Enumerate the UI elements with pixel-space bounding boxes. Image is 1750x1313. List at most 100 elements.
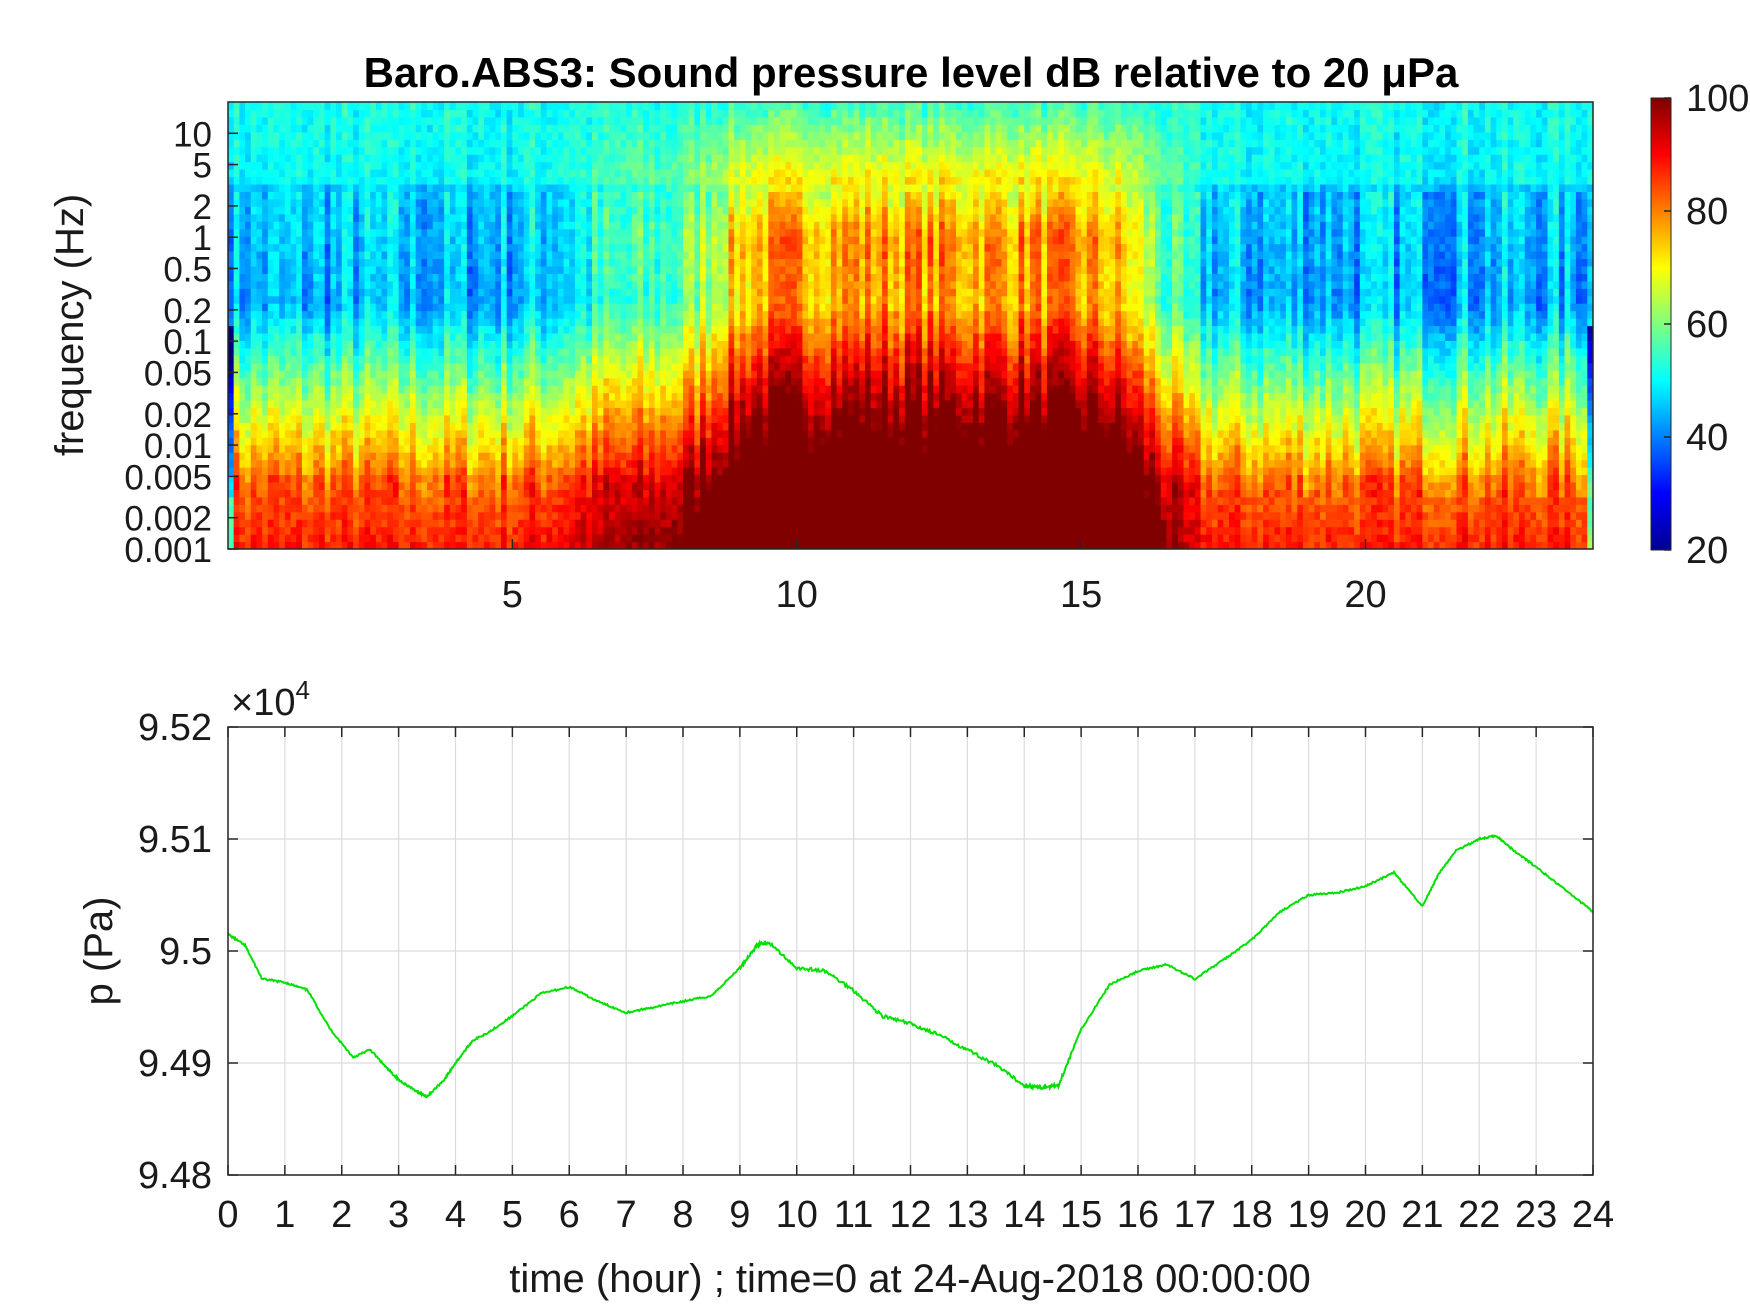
heatmap-cell xyxy=(501,429,508,438)
heatmap-cell xyxy=(233,116,240,125)
heatmap-cell xyxy=(279,310,286,319)
heatmap-cell xyxy=(586,183,593,192)
heatmap-cell xyxy=(563,295,570,304)
heatmap-cell xyxy=(392,131,400,140)
heatmap-cell xyxy=(387,131,394,140)
heatmap-cell xyxy=(307,452,314,461)
heatmap-cell xyxy=(535,131,542,140)
heatmap-cell xyxy=(279,325,286,334)
heatmap-cell xyxy=(563,332,570,341)
heatmap-cell xyxy=(557,377,565,386)
heatmap-cell xyxy=(381,526,388,535)
heatmap-cell xyxy=(370,377,377,386)
heatmap-cell xyxy=(683,370,690,379)
heatmap-cell xyxy=(347,481,354,490)
heatmap-cell xyxy=(660,116,667,125)
heatmap-cell xyxy=(290,176,297,185)
heatmap-cell xyxy=(648,541,656,549)
heatmap-cell xyxy=(557,213,565,222)
heatmap-cell xyxy=(290,444,297,453)
heatmap-cell xyxy=(626,385,633,394)
heatmap-cell xyxy=(637,459,644,468)
heatmap-cell xyxy=(267,496,275,505)
heatmap-cell xyxy=(432,154,440,163)
heatmap-cell xyxy=(654,139,661,148)
heatmap-cell xyxy=(540,109,548,118)
heatmap-cell xyxy=(694,429,701,438)
heatmap-cell xyxy=(284,273,292,282)
heatmap-cell xyxy=(455,489,462,498)
heatmap-cell xyxy=(296,452,303,461)
heatmap-cell xyxy=(427,496,434,505)
heatmap-cell xyxy=(341,206,349,215)
heatmap-cell xyxy=(671,258,678,267)
heatmap-cell xyxy=(290,467,297,476)
heatmap-cell xyxy=(392,504,400,513)
heatmap-cell xyxy=(592,385,599,394)
heatmap-cell xyxy=(677,124,684,133)
heatmap-cell xyxy=(603,228,610,237)
heatmap-cell xyxy=(404,452,411,461)
heatmap-cell xyxy=(444,355,451,364)
heatmap-cell xyxy=(262,489,269,498)
heatmap-cell xyxy=(233,169,240,178)
heatmap-cell xyxy=(631,258,639,267)
heatmap-cell xyxy=(324,154,331,163)
heatmap-cell xyxy=(398,541,405,549)
heatmap-cell xyxy=(358,459,366,468)
heatmap-cell xyxy=(631,228,639,237)
heatmap-cell xyxy=(660,146,667,155)
heatmap-cell xyxy=(381,198,388,207)
heatmap-cell xyxy=(324,377,331,386)
heatmap-cell xyxy=(637,221,644,230)
heatmap-cell xyxy=(472,139,479,148)
heatmap-cell xyxy=(540,400,548,409)
heatmap-cell xyxy=(489,526,496,535)
heatmap-cell xyxy=(563,325,570,334)
heatmap-cell xyxy=(654,414,661,423)
heatmap-cell xyxy=(319,325,326,334)
heatmap-cell xyxy=(518,414,525,423)
heatmap-cell xyxy=(529,154,536,163)
heatmap-cell xyxy=(296,504,303,513)
heatmap-cell xyxy=(631,124,639,133)
heatmap-cell xyxy=(404,355,411,364)
heatmap-cell xyxy=(574,139,582,148)
heatmap-cell xyxy=(552,318,559,327)
heatmap-cell xyxy=(461,377,468,386)
heatmap-cell xyxy=(569,191,576,200)
heatmap-cell xyxy=(592,221,599,230)
heatmap-cell xyxy=(296,489,303,498)
heatmap-cell xyxy=(688,332,695,341)
heatmap-cell xyxy=(603,362,610,371)
heatmap-cell xyxy=(671,102,678,111)
heatmap-cell xyxy=(307,280,314,289)
heatmap-cell xyxy=(694,414,701,423)
heatmap-cell xyxy=(683,191,690,200)
heatmap-cell xyxy=(529,526,536,535)
heatmap-cell xyxy=(603,526,610,535)
heatmap-cell xyxy=(256,325,263,334)
heatmap-cell xyxy=(313,265,320,274)
heatmap-cell xyxy=(415,407,422,416)
heatmap-cell xyxy=(552,303,559,312)
heatmap-cell xyxy=(375,452,383,461)
heatmap-cell xyxy=(512,206,519,215)
heatmap-cell xyxy=(574,504,582,513)
heatmap-cell xyxy=(239,400,246,409)
heatmap-cell xyxy=(410,221,417,230)
heatmap-cell xyxy=(267,236,275,245)
heatmap-cell xyxy=(466,467,474,476)
heatmap-cell xyxy=(483,303,491,312)
heatmap-cell xyxy=(319,139,326,148)
heatmap-cell xyxy=(677,131,684,140)
heatmap-cell xyxy=(609,124,616,133)
heatmap-cell xyxy=(444,400,451,409)
heatmap-cell xyxy=(415,303,422,312)
heatmap-cell xyxy=(239,154,246,163)
heatmap-cell xyxy=(324,541,331,549)
heatmap-cell xyxy=(603,280,610,289)
heatmap-cell xyxy=(586,489,593,498)
heatmap-cell xyxy=(683,154,690,163)
heatmap-cell xyxy=(483,511,491,520)
